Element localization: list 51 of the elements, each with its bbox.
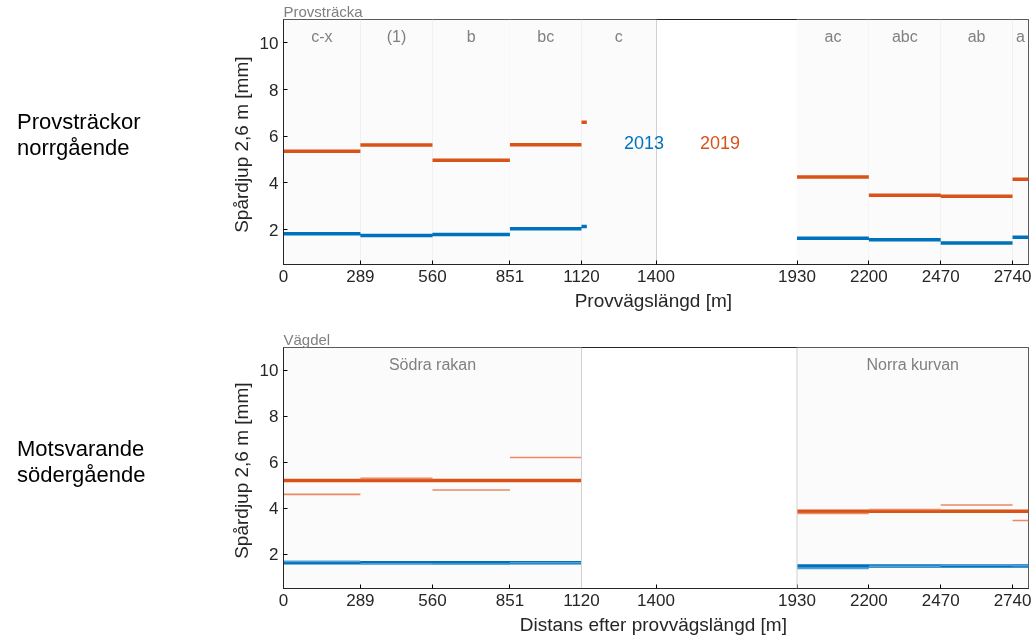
band-label: (1) [386,27,407,45]
x-tick-label: 1400 [637,266,675,286]
x-tick-label: 1930 [778,590,816,610]
band-label: Norra kurvan [866,355,960,373]
x-axis-title: Distans efter provvägslängd [m] [519,613,787,635]
y-tick-label: 6 [269,127,279,147]
band-label: b [466,27,476,45]
y-tick-label: 10 [259,361,279,381]
x-tick-label: 0 [278,266,289,286]
x-tick-label: 2470 [921,266,960,286]
y-tick-label: 2 [269,220,279,240]
x-tick-label: 2200 [849,266,888,286]
text: Motsvarande södergående [17,436,146,489]
x-tick-label: 851 [495,266,525,286]
x-tick-label: 1400 [637,590,675,610]
y-tick-label: 8 [269,80,279,100]
y-axis-title: Spårdjup 2,6 m [mm] [230,382,252,559]
band-label: ab [967,27,986,45]
x-tick-label: 1120 [563,590,600,610]
x-tick-label: 2740 [993,266,1032,286]
band-label: bc [537,27,555,45]
x-tick-label: 560 [418,266,447,286]
band-label: a [1016,27,1026,45]
x-tick-label: 1120 [563,266,600,286]
y-tick-label: 4 [269,499,279,519]
band-label: c [614,27,623,45]
x-tick-label: 560 [418,590,447,610]
x-tick-label: 1930 [778,266,816,286]
x-tick-label: 851 [495,590,525,610]
x-tick-label: 289 [346,266,375,286]
band-label: ac [824,27,842,45]
x-tick-label: 0 [278,590,289,610]
x-tick-label: 2200 [849,590,888,610]
x-tick-label: 289 [346,590,375,610]
y-axis-title: Spårdjup 2,6 m [mm] [230,56,252,233]
band-label: c-x [311,27,333,45]
x-axis-title: Provvägslängd [m] [574,289,733,311]
band-label: Södra rakan [388,355,477,373]
y-tick-label: 10 [259,33,279,53]
y-tick-label: 8 [269,407,279,427]
y-tick-label: 4 [269,173,279,193]
chart-subtitle: Provsträcka [283,2,364,20]
chart-subtitle: Vägdel [283,330,331,348]
x-tick-label: 2740 [993,590,1032,610]
x-tick-label: 2470 [921,590,960,610]
y-tick-label: 2 [269,545,279,565]
band-label: abc [891,27,918,45]
text: Provsträckor norrgående [17,109,141,162]
text: 2019 [699,132,741,153]
y-tick-label: 6 [269,453,279,473]
text: 2013 [623,132,665,153]
